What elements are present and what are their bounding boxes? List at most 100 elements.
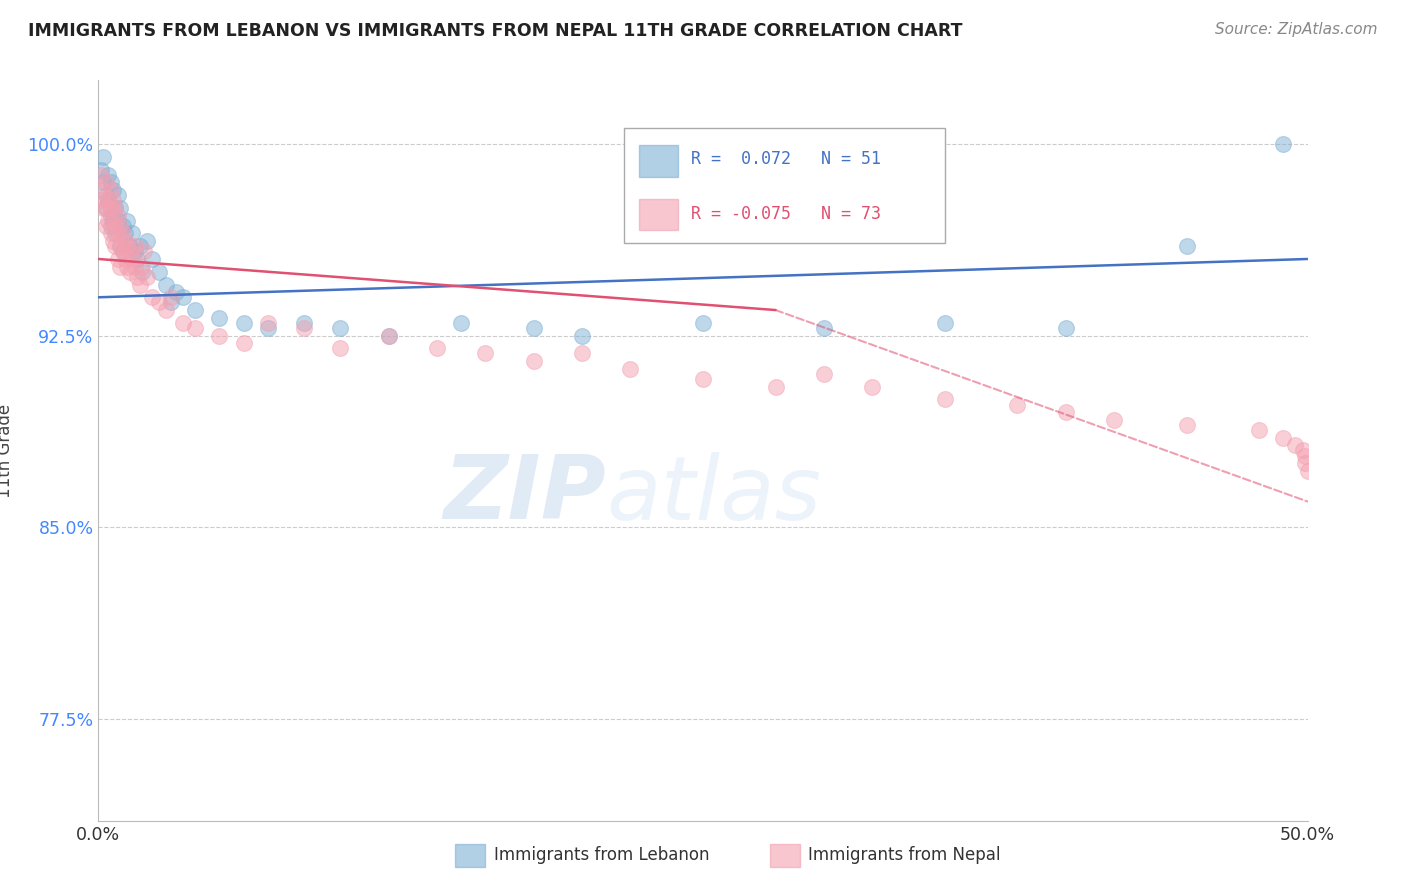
Point	[329, 321, 352, 335]
Text: R =  0.072   N = 51: R = 0.072 N = 51	[690, 151, 882, 169]
Point	[104, 219, 127, 233]
Point	[111, 227, 134, 241]
Point	[108, 201, 131, 215]
Point	[1272, 137, 1295, 152]
Point	[692, 372, 714, 386]
Point	[94, 219, 117, 233]
Point	[523, 354, 546, 368]
Point	[101, 194, 124, 208]
Point	[128, 239, 150, 253]
Point	[1007, 397, 1029, 411]
Point	[208, 328, 231, 343]
Point	[1296, 464, 1319, 478]
Point	[101, 213, 124, 227]
Point	[172, 316, 194, 330]
Text: R = -0.075   N = 73: R = -0.075 N = 73	[690, 204, 882, 222]
Point	[184, 321, 207, 335]
Point	[292, 316, 315, 330]
Point	[97, 194, 120, 208]
Point	[114, 252, 136, 266]
Point	[131, 265, 153, 279]
Point	[208, 310, 231, 325]
Point	[104, 201, 127, 215]
Text: IMMIGRANTS FROM LEBANON VS IMMIGRANTS FROM NEPAL 11TH GRADE CORRELATION CHART: IMMIGRANTS FROM LEBANON VS IMMIGRANTS FR…	[28, 22, 963, 40]
Point	[91, 183, 114, 197]
Point	[1294, 449, 1316, 463]
Point	[101, 183, 124, 197]
Point	[329, 342, 352, 356]
Point	[108, 260, 131, 274]
Point	[377, 328, 399, 343]
Point	[128, 277, 150, 292]
Text: ZIP: ZIP	[443, 451, 606, 539]
Point	[1175, 239, 1198, 253]
Point	[232, 316, 254, 330]
Text: Immigrants from Nepal: Immigrants from Nepal	[808, 846, 1001, 863]
Point	[100, 183, 122, 197]
Point	[474, 346, 496, 360]
Point	[111, 244, 134, 259]
Point	[256, 321, 278, 335]
Point	[114, 227, 136, 241]
Point	[100, 227, 122, 241]
Point	[571, 328, 593, 343]
FancyBboxPatch shape	[624, 128, 945, 244]
Point	[111, 244, 134, 259]
Point	[1292, 443, 1315, 458]
Point	[91, 150, 114, 164]
Point	[90, 194, 112, 208]
Point	[104, 201, 127, 215]
Point	[97, 168, 120, 182]
Point	[1249, 423, 1271, 437]
Point	[619, 361, 641, 376]
Point	[934, 316, 956, 330]
Point	[124, 244, 146, 259]
Point	[111, 219, 134, 233]
Point	[108, 219, 131, 233]
Point	[813, 321, 835, 335]
Point	[1284, 438, 1306, 452]
Point	[1272, 431, 1295, 445]
Point	[934, 392, 956, 407]
Point	[692, 316, 714, 330]
Point	[127, 252, 149, 266]
Point	[148, 265, 170, 279]
Point	[155, 303, 177, 318]
Point	[104, 239, 127, 253]
Point	[184, 303, 207, 318]
Point	[165, 285, 187, 300]
Point	[141, 252, 163, 266]
Point	[97, 194, 120, 208]
Point	[90, 168, 112, 182]
Point	[426, 342, 449, 356]
Point	[101, 234, 124, 248]
FancyBboxPatch shape	[769, 845, 800, 866]
Point	[91, 201, 114, 215]
FancyBboxPatch shape	[456, 845, 485, 866]
Text: Immigrants from Lebanon: Immigrants from Lebanon	[494, 846, 709, 863]
Point	[107, 252, 129, 266]
Point	[94, 201, 117, 215]
FancyBboxPatch shape	[638, 145, 678, 177]
Point	[107, 213, 129, 227]
Point	[160, 295, 183, 310]
Point	[97, 213, 120, 227]
Y-axis label: 11th Grade: 11th Grade	[0, 403, 14, 498]
Point	[135, 269, 157, 284]
Point	[94, 175, 117, 189]
Point	[131, 260, 153, 274]
Point	[118, 239, 141, 253]
Point	[107, 209, 129, 223]
Point	[1054, 405, 1077, 419]
Point	[571, 346, 593, 360]
Point	[108, 239, 131, 253]
Point	[117, 260, 139, 274]
Point	[100, 175, 122, 189]
Point	[118, 265, 141, 279]
Point	[523, 321, 546, 335]
Text: Source: ZipAtlas.com: Source: ZipAtlas.com	[1215, 22, 1378, 37]
Point	[172, 290, 194, 304]
Point	[1102, 413, 1125, 427]
Point	[114, 234, 136, 248]
Point	[127, 269, 149, 284]
